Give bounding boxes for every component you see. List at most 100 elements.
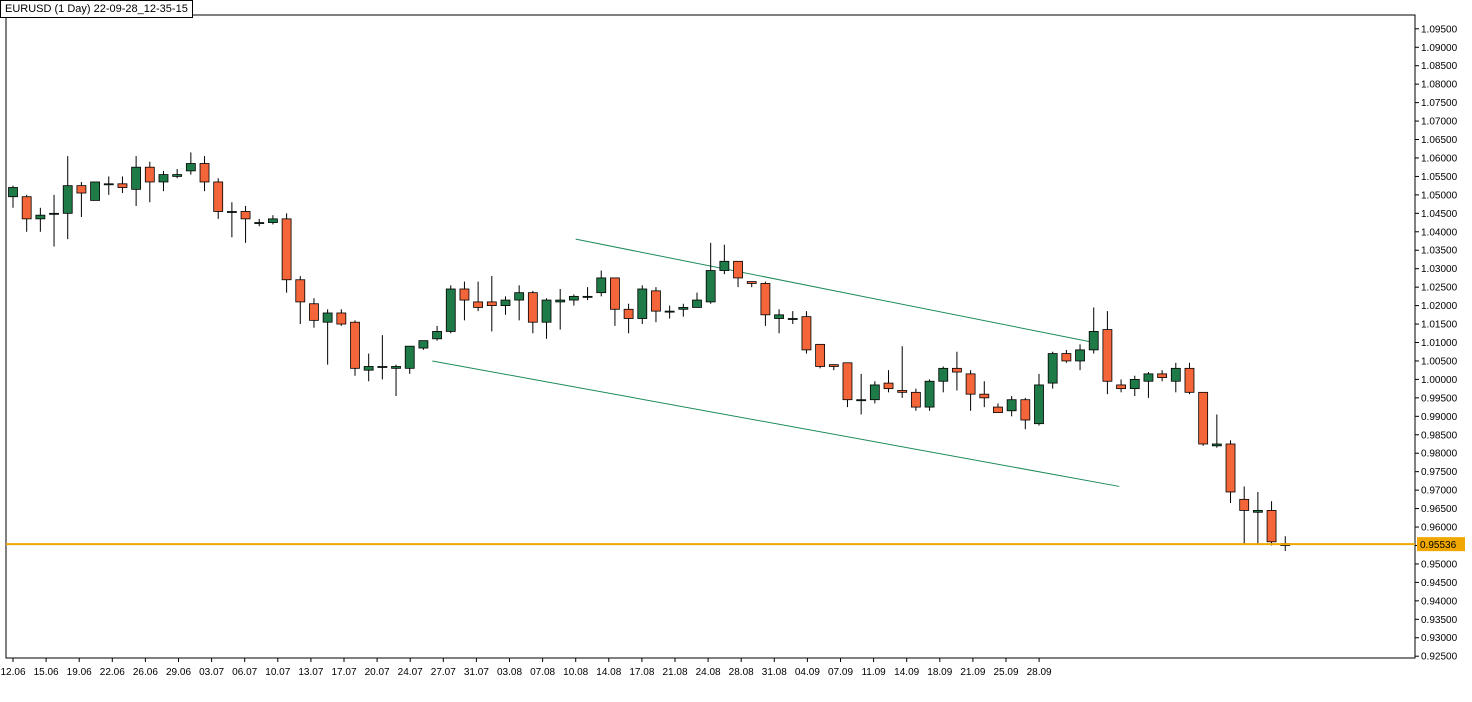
- candle-body-up: [1006, 399, 1017, 412]
- candle-body-down: [1116, 384, 1126, 390]
- candle-body-up: [500, 299, 511, 306]
- y-tick-label: 0.93500: [1421, 615, 1458, 626]
- candle: [801, 311, 812, 354]
- candle-body-down: [117, 183, 128, 188]
- x-tick-label: 24.08: [696, 667, 721, 678]
- candle: [213, 178, 224, 219]
- y-tick-label: 1.05000: [1421, 190, 1458, 201]
- candle: [391, 364, 401, 397]
- y-tick-label: 0.97500: [1421, 467, 1458, 478]
- y-tick-label: 1.02500: [1421, 283, 1458, 294]
- candle-body-up: [62, 185, 73, 214]
- y-tick-label: 0.98500: [1421, 430, 1458, 441]
- x-tick-label: 29.06: [166, 667, 191, 678]
- x-tick-label: 11.09: [861, 667, 886, 678]
- candle: [664, 305, 675, 319]
- x-tick-label: 10.07: [265, 667, 290, 678]
- candle: [1020, 397, 1031, 430]
- candle: [281, 213, 292, 293]
- candle: [965, 370, 976, 411]
- candle: [596, 270, 607, 297]
- candle-body-up: [445, 288, 456, 332]
- candle-body-up: [678, 307, 689, 310]
- x-tick-label: 21.09: [960, 667, 985, 678]
- candle-body-up: [90, 181, 100, 201]
- candle-body-up: [869, 384, 880, 401]
- candle: [815, 343, 826, 369]
- candle-body-down: [733, 260, 743, 279]
- channel-line-2: [432, 360, 1120, 487]
- candle-body-up: [35, 214, 46, 220]
- candle-body-up: [418, 340, 429, 349]
- candle-body-down: [1239, 498, 1250, 511]
- current-price-label-bg: [1417, 537, 1465, 552]
- candle-body-up: [787, 318, 798, 320]
- y-tick-label: 0.95000: [1421, 559, 1458, 570]
- candle: [623, 303, 634, 334]
- plot-area: [5, 14, 1416, 659]
- candle: [952, 351, 962, 391]
- candle-body-up: [103, 183, 114, 186]
- candle: [828, 364, 839, 371]
- candle: [1047, 351, 1058, 389]
- candle-body-up: [254, 222, 265, 224]
- y-tick-label: 0.96000: [1421, 523, 1458, 534]
- candle: [336, 309, 347, 326]
- candle-body-up: [1047, 353, 1058, 384]
- candle-body-up: [938, 367, 949, 382]
- candle: [555, 288, 566, 330]
- candle: [1075, 344, 1085, 371]
- candle: [924, 379, 935, 411]
- candle-body-up: [8, 187, 18, 198]
- candle: [938, 366, 949, 393]
- y-tick-label: 1.04500: [1421, 209, 1458, 220]
- candle: [473, 281, 484, 312]
- y-tick-label: 1.08500: [1421, 61, 1458, 72]
- candle-body-up: [719, 260, 730, 271]
- candle-body-up: [49, 212, 59, 215]
- candle-body-up: [774, 314, 784, 319]
- candle: [979, 381, 990, 408]
- candle-body-down: [815, 343, 826, 367]
- candle-body-down: [897, 390, 908, 393]
- candle-body-up: [226, 211, 237, 213]
- candle-body-up: [1252, 510, 1263, 513]
- candle-body-down: [993, 406, 1003, 414]
- y-tick-label: 1.05500: [1421, 172, 1458, 183]
- x-tick-label: 31.07: [464, 667, 489, 678]
- x-tick-label: 14.09: [894, 667, 919, 678]
- candle-body-down: [1225, 443, 1236, 493]
- y-tick-label: 1.09500: [1421, 24, 1458, 35]
- candle: [514, 285, 525, 321]
- candle-body-down: [801, 316, 812, 351]
- candle-body-down: [213, 181, 224, 212]
- candle-body-up: [1129, 379, 1140, 390]
- candle: [678, 303, 689, 317]
- candle: [117, 176, 128, 194]
- candle: [869, 381, 880, 404]
- candle: [1061, 349, 1072, 363]
- candle: [350, 320, 360, 376]
- candle: [1088, 307, 1099, 354]
- candle-body-up: [432, 331, 442, 340]
- candle-body-up: [1075, 349, 1085, 362]
- candle-body-up: [705, 270, 716, 303]
- candle: [309, 298, 319, 328]
- x-tick-label: 28.08: [729, 667, 754, 678]
- candle-body-down: [336, 312, 347, 325]
- candle: [541, 298, 552, 339]
- candle: [842, 362, 853, 408]
- candle: [774, 309, 784, 334]
- candle-body-down: [965, 373, 976, 395]
- candle-body-down: [459, 288, 470, 301]
- candle: [568, 294, 579, 306]
- candle: [1102, 311, 1113, 395]
- y-tick-label: 1.02000: [1421, 301, 1458, 312]
- x-tick-label: 14.08: [596, 667, 621, 678]
- candle-body-up: [268, 218, 278, 223]
- candle-body-down: [1102, 329, 1113, 382]
- candle: [49, 194, 59, 247]
- candle-body-down: [760, 283, 771, 316]
- candle: [787, 311, 798, 325]
